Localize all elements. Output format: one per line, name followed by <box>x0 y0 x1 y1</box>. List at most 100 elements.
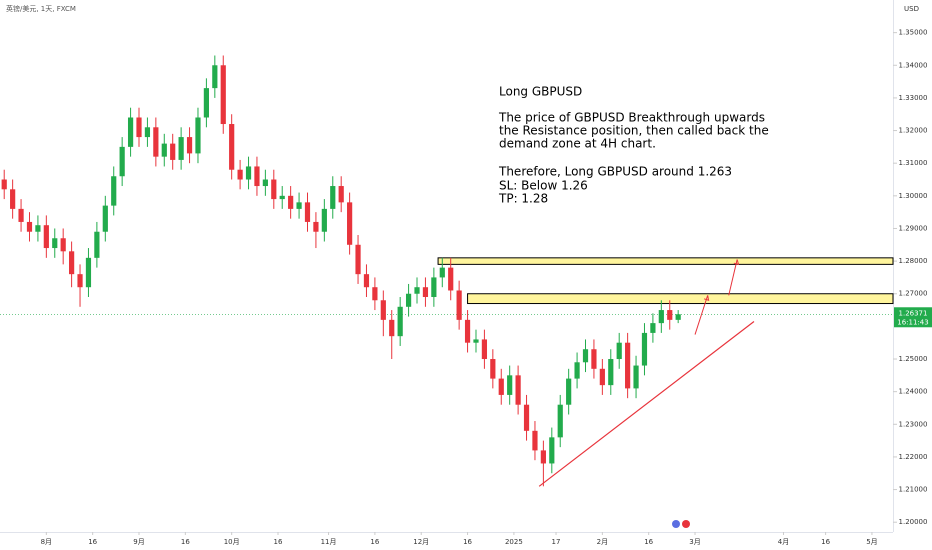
icons <box>672 520 690 528</box>
y-tick-label: 1.29000 <box>899 224 928 232</box>
y-tick-label: 1.34000 <box>899 61 928 69</box>
candle-body <box>372 287 378 301</box>
zone <box>467 293 894 305</box>
arrow <box>694 295 709 335</box>
candle-body <box>448 267 454 291</box>
candle-body <box>313 221 319 232</box>
candle-body <box>380 300 386 320</box>
annotation-line: The price of GBPUSD Breakthrough upwards <box>498 111 765 125</box>
candle-body <box>473 339 479 343</box>
candle-body <box>422 287 429 298</box>
y-tick-label: 1.20000 <box>899 518 928 526</box>
candle-body <box>279 195 285 200</box>
candle-body <box>178 137 184 160</box>
countdown-label: 16:11:43 <box>897 318 928 326</box>
y-tick-label: 1.23000 <box>899 420 928 428</box>
candle-body <box>347 202 353 245</box>
candle-body <box>599 368 605 386</box>
y-tick-label: 1.27000 <box>899 290 928 298</box>
candle-body <box>119 146 125 177</box>
arrow-head <box>733 259 740 265</box>
candle-body <box>153 127 159 157</box>
candle-body <box>574 362 580 379</box>
candle-body <box>186 137 193 154</box>
candle-body <box>288 195 294 209</box>
x-tick-label: 5月 <box>866 538 877 546</box>
candle-body <box>35 225 41 232</box>
x-tick-label: 17 <box>552 538 561 546</box>
y-axis-label: USD <box>904 5 919 13</box>
arrow <box>728 259 738 296</box>
arrow-head <box>703 295 710 302</box>
x-tick-label: 16 <box>821 538 830 546</box>
candle-body <box>161 143 167 157</box>
x-tick-label: 12月 <box>413 538 429 546</box>
candle-body <box>641 332 648 366</box>
last-price-label: 1.26371 <box>899 309 928 317</box>
x-tick-label: 2025 <box>505 538 523 546</box>
candle-body <box>69 251 75 275</box>
annotation-line: Long GBPUSD <box>499 85 582 99</box>
candle-body <box>43 225 49 249</box>
candle-body <box>136 117 142 138</box>
candle-body <box>271 179 277 200</box>
candle-body <box>77 274 83 288</box>
candle-body <box>10 189 16 209</box>
candle-body <box>220 65 226 125</box>
candle-body <box>490 359 496 379</box>
candle-body <box>60 238 66 252</box>
annotation-line: the Resistance position, then called bac… <box>499 124 769 138</box>
candle-body <box>591 349 597 369</box>
y-tick-label: 1.31000 <box>899 159 928 167</box>
y-tick-label: 1.24000 <box>899 388 928 396</box>
candle-body <box>616 342 622 360</box>
candle-body <box>18 208 24 222</box>
candle-body <box>633 365 639 389</box>
candle-body <box>237 169 243 180</box>
candle-body <box>363 274 370 288</box>
y-tick-label: 1.30000 <box>899 192 928 200</box>
candle-body <box>195 117 201 154</box>
candle-body <box>507 375 513 395</box>
candle-body <box>1 179 7 190</box>
candle-body <box>549 437 555 464</box>
candle-body <box>439 267 445 278</box>
annotation-line: TP: 1.28 <box>498 192 548 206</box>
x-tick-label: 16 <box>88 538 97 546</box>
candle-body <box>582 349 589 363</box>
candle-body <box>321 208 327 232</box>
zone <box>437 257 894 265</box>
x-tick-label: 16 <box>370 538 379 546</box>
candle-body <box>355 244 361 275</box>
candle-body <box>127 117 134 147</box>
candle-body <box>498 378 504 395</box>
candle-body <box>608 359 614 386</box>
x-tick-label: 16 <box>181 538 190 546</box>
x-tick-label: 16 <box>463 538 472 546</box>
candle-body <box>667 310 673 320</box>
y-tick-label: 1.21000 <box>899 486 928 494</box>
candle-body <box>414 287 420 294</box>
candle-body <box>254 166 260 187</box>
candle-body <box>523 404 530 431</box>
trendline <box>538 321 755 487</box>
candle-body <box>85 257 92 288</box>
y-tick-label: 1.22000 <box>899 453 928 461</box>
candle-body <box>481 339 488 360</box>
candle-body <box>203 88 210 118</box>
y-tick-label: 1.32000 <box>899 127 928 135</box>
candle-body <box>389 319 395 337</box>
y-tick-label: 1.28000 <box>899 257 928 265</box>
candle-body <box>675 314 681 320</box>
candle-body <box>625 342 631 389</box>
candle-body <box>262 179 268 187</box>
candle-body <box>515 375 521 405</box>
last-price-box <box>894 307 932 328</box>
candle-body <box>464 319 471 343</box>
candle-body <box>330 186 336 209</box>
candle-body <box>144 127 151 138</box>
candle-body <box>431 277 437 298</box>
x-tick-label: 4月 <box>778 538 789 546</box>
candle-body <box>566 378 572 405</box>
